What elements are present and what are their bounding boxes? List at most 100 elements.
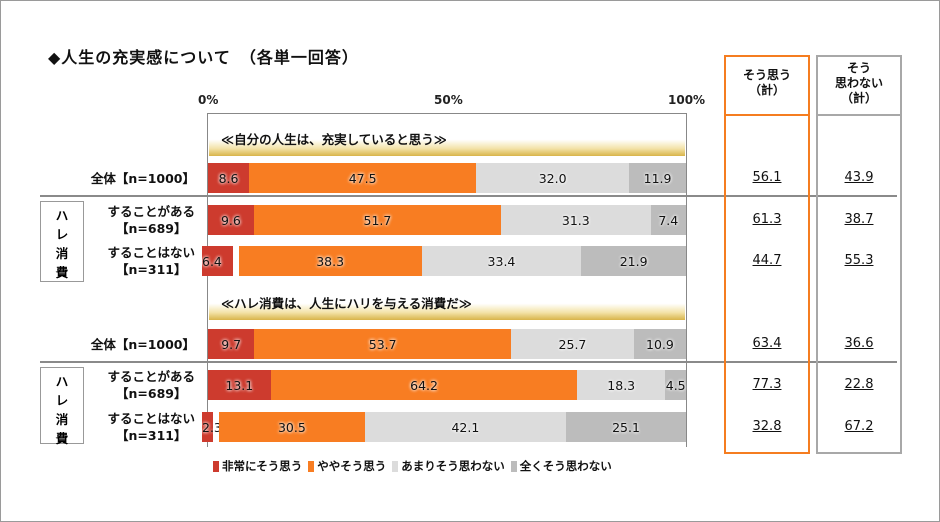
- bar-segment-not-at-all: 10.9: [633, 329, 686, 359]
- disagree-total-box: [816, 55, 902, 454]
- bar-segment-not-much: 31.3: [501, 205, 651, 235]
- legend-label: 非常にそう思う: [222, 459, 303, 473]
- bar-segment-very: 6.4: [202, 246, 233, 276]
- data-label: 38.3: [316, 253, 345, 269]
- disagree-total: 36.6: [844, 336, 874, 351]
- legend-swatch: [392, 460, 399, 472]
- header-line: そう: [846, 61, 871, 75]
- tick-label: 50%: [434, 93, 463, 107]
- group-label-box: ハレ消費: [40, 201, 84, 282]
- data-label: 9.6: [220, 212, 241, 228]
- data-label: 4.5: [665, 377, 686, 393]
- legend-item: あまりそう思わない: [392, 458, 505, 474]
- data-label: 51.7: [363, 212, 392, 228]
- bar-segment-somewhat: 38.3: [238, 246, 422, 276]
- bar-segment-not-at-all: 11.9: [629, 163, 686, 193]
- data-label: 18.3: [607, 377, 636, 393]
- bar-segment-somewhat: 47.5: [249, 163, 477, 193]
- data-label: 64.2: [410, 377, 438, 393]
- bar-segment-not-much: 25.7: [511, 329, 634, 359]
- agree-total: 32.8: [752, 419, 782, 434]
- y-axis-line: [207, 113, 208, 447]
- data-label: 7.4: [658, 212, 679, 228]
- divider: [40, 195, 897, 197]
- row-label: することはない 【n=311】: [107, 410, 195, 444]
- row-label-line: 全体【n=1000】: [90, 170, 195, 186]
- legend-item: 非常にそう思う: [213, 458, 302, 474]
- bar-segment-not-at-all: 25.1: [566, 412, 686, 442]
- legend-label: あまりそう思わない: [401, 459, 505, 473]
- header-line: 思わない: [834, 76, 883, 90]
- group-label: ハレ消費: [55, 208, 69, 280]
- disagree-header-line: [816, 114, 902, 116]
- row-label-line: することはない: [107, 245, 195, 260]
- data-label: 42.1: [451, 419, 480, 435]
- bar-segment-very: 2.3: [202, 412, 222, 442]
- bar-segment-very: 9.6: [208, 205, 254, 235]
- bar-segment-somewhat: 30.5: [218, 412, 365, 442]
- disagree-total-header: そう 思わない （計）: [816, 61, 902, 106]
- bar-segment-somewhat: 53.7: [254, 329, 512, 359]
- legend-item: 全くそう思わない: [510, 458, 612, 474]
- section-header: ≪自分の人生は、充実していると思う≫: [209, 126, 685, 156]
- bar-segment-not-much: 18.3: [577, 370, 665, 400]
- row-label: することはない 【n=311】: [107, 244, 195, 278]
- agree-total: 61.3: [752, 212, 782, 227]
- data-label: 21.9: [619, 253, 648, 269]
- bar-segment-not-at-all: 21.9: [581, 246, 686, 276]
- agree-header-line: [724, 114, 810, 116]
- row-label-line: することがある: [107, 204, 195, 219]
- bar-segment-very: 13.1: [208, 370, 271, 400]
- data-label: 13.1: [225, 377, 254, 393]
- bar-segment-not-much: 33.4: [421, 246, 582, 276]
- row-label-line: することがある: [107, 369, 195, 384]
- agree-total: 77.3: [752, 377, 782, 392]
- data-label: 8.6: [218, 170, 239, 186]
- group-label-box: ハレ消費: [40, 367, 84, 446]
- legend-label: ややそう思う: [317, 459, 387, 473]
- legend: 非常にそう思う ややそう思う あまりそう思わない 全くそう思わない: [213, 458, 612, 474]
- data-label: 6.4: [202, 253, 222, 269]
- bar-segment-not-at-all: 7.4: [650, 205, 686, 235]
- row-label: することがある 【n=689】: [107, 203, 195, 237]
- chart-title: ◆人生の充実感について （各単一回答）: [48, 48, 359, 67]
- row-label-line: 全体【n=1000】: [90, 336, 195, 352]
- header-line: （計）: [840, 91, 877, 105]
- data-label: 32.0: [538, 170, 567, 186]
- data-label: 33.4: [487, 253, 516, 269]
- disagree-total: 67.2: [844, 419, 874, 434]
- data-label: 30.5: [277, 419, 306, 435]
- agree-total-box: [724, 55, 810, 454]
- legend-label: 全くそう思わない: [519, 459, 612, 473]
- data-label: 25.1: [612, 419, 640, 435]
- disagree-total: 55.3: [844, 253, 874, 268]
- header-line: そう思う: [742, 68, 791, 82]
- disagree-total: 22.8: [844, 377, 874, 392]
- agree-total: 56.1: [752, 170, 782, 185]
- legend-swatch: [308, 460, 315, 472]
- row-label-line: 【n=311】: [116, 428, 187, 443]
- legend-swatch: [510, 460, 517, 472]
- group-label: ハレ消費: [55, 374, 69, 446]
- tick-label: 100%: [668, 93, 706, 107]
- row-label-line: 【n=689】: [116, 386, 187, 401]
- disagree-total: 43.9: [844, 170, 874, 185]
- data-label: 11.9: [643, 170, 672, 186]
- data-label: 25.7: [558, 336, 587, 352]
- bar-segment-somewhat: 51.7: [253, 205, 501, 235]
- bar-segment-somewhat: 64.2: [270, 370, 578, 400]
- divider: [40, 361, 897, 363]
- tick-label: 0%: [198, 93, 219, 107]
- row-label: 全体【n=1000】: [91, 336, 195, 353]
- agree-total: 63.4: [752, 336, 782, 351]
- legend-item: ややそう思う: [308, 458, 386, 474]
- x-axis-line: [207, 113, 687, 114]
- data-label: 10.9: [646, 336, 674, 352]
- row-label: することがある 【n=689】: [107, 368, 195, 402]
- row-label: 全体【n=1000】: [91, 170, 195, 187]
- data-label: 2.3: [202, 419, 222, 435]
- disagree-total: 38.7: [844, 212, 874, 227]
- data-label: 53.7: [368, 336, 397, 352]
- row-label-line: 【n=689】: [116, 221, 187, 236]
- right-axis-line: [686, 113, 687, 447]
